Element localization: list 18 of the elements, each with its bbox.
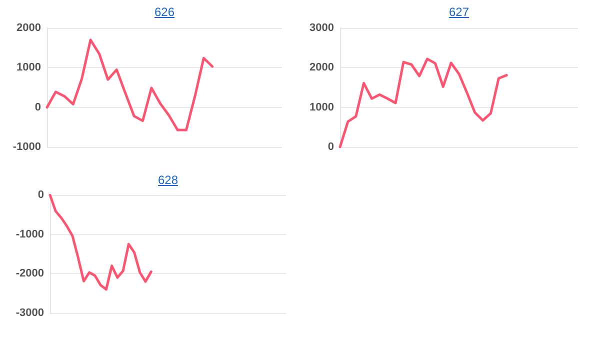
y-tick-label: 2000 [310, 62, 334, 74]
y-tick-label: 0 [38, 189, 44, 201]
chart-title: 627 [448, 5, 470, 19]
y-tick-label: 0 [34, 101, 41, 114]
y-tick-label: -1000 [16, 228, 44, 240]
y-tick-label: -3000 [16, 307, 44, 319]
line-series [48, 194, 152, 291]
chart-title: 628 [156, 173, 180, 187]
y-tick-label: 2000 [16, 22, 41, 34]
chart-title: 626 [153, 5, 176, 19]
y-tick-label: 1000 [16, 62, 41, 74]
y-tick-label: 0 [328, 141, 334, 153]
y-tick-label: -2000 [16, 268, 44, 280]
y-tick-label: 1000 [310, 101, 334, 114]
line-series [46, 38, 214, 132]
y-tick-label: 3000 [310, 22, 334, 34]
y-tick-label: -1000 [12, 141, 41, 153]
line-series [338, 58, 508, 148]
